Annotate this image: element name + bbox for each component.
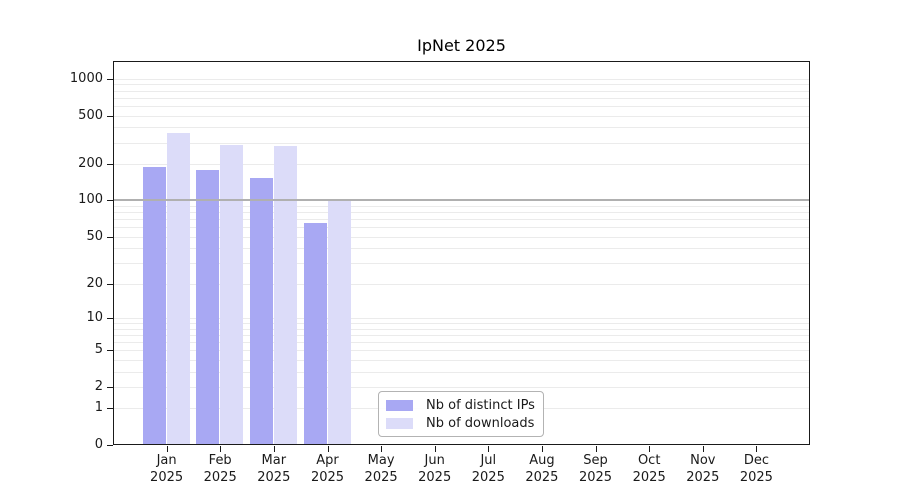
y-tick-label: 2 xyxy=(94,378,103,394)
x-tick-mark-jun xyxy=(434,446,436,452)
legend-label-distinct-ips: Nb of distinct IPs xyxy=(426,397,535,413)
y-tick-label: 1 xyxy=(94,400,103,416)
legend-swatch-downloads xyxy=(386,417,413,429)
y-tick-label: 5 xyxy=(94,342,103,357)
y-tick-mark-500 xyxy=(107,115,113,117)
x-tick-mark-mar xyxy=(273,446,275,452)
bar-nb-of-downloads-jan xyxy=(166,132,190,445)
y-tick-mark-5 xyxy=(107,350,113,351)
gridline-4 xyxy=(113,359,810,361)
gridline-30 xyxy=(113,263,810,264)
x-tick-label-sep: Sep 2025 xyxy=(578,453,613,485)
x-tick-label-may: May 2025 xyxy=(364,453,398,485)
x-tick-mark-dec xyxy=(756,446,758,452)
y-tick-label: 100 xyxy=(78,192,103,208)
gridline-1000 xyxy=(113,78,810,80)
x-tick-label-apr: Apr 2025 xyxy=(310,453,345,485)
gridline-10 xyxy=(113,317,810,319)
y-tick-label: 0 xyxy=(94,437,103,452)
bar-nb-of-downloads-mar xyxy=(273,146,297,445)
x-tick-mark-feb xyxy=(220,446,222,452)
gridline-500 xyxy=(113,115,810,117)
gridline-20 xyxy=(113,283,810,285)
gridline-600 xyxy=(113,105,810,107)
gridline-2 xyxy=(113,386,810,388)
chart-title: IpNet 2025 xyxy=(417,36,506,55)
bar-nb-of-downloads-apr xyxy=(327,200,351,445)
x-tick-label-jun: Jun 2025 xyxy=(418,453,452,485)
gridline-90 xyxy=(113,205,810,207)
legend-label-downloads: Nb of downloads xyxy=(426,415,535,431)
bar-nb-of-distinct-ips-jan xyxy=(142,166,166,445)
y-tick-mark-0 xyxy=(107,445,113,446)
legend-item-downloads: Nb of downloads xyxy=(379,414,543,432)
x-tick-label-aug: Aug 2025 xyxy=(525,453,559,485)
gridline-300 xyxy=(113,142,810,144)
x-tick-mark-may xyxy=(381,446,383,452)
x-tick-mark-apr xyxy=(327,446,329,452)
gridline-70 xyxy=(113,219,810,221)
y-tick-mark-200 xyxy=(107,163,113,165)
x-tick-mark-jul xyxy=(488,446,490,452)
legend-swatch-distinct-ips xyxy=(386,399,413,411)
x-tick-mark-jan xyxy=(166,446,168,452)
y-tick-label: 200 xyxy=(78,155,103,171)
gridline-6 xyxy=(113,341,810,343)
gridline-200 xyxy=(113,163,810,165)
y-tick-mark-2 xyxy=(107,386,113,388)
plot-area xyxy=(113,61,810,445)
gridline-80 xyxy=(113,212,810,214)
y-tick-label: 10 xyxy=(86,309,103,325)
reference-gridline-100 xyxy=(113,199,810,202)
y-tick-label: 50 xyxy=(86,228,103,244)
gridline-400 xyxy=(113,127,810,129)
y-tick-mark-10 xyxy=(107,317,113,319)
x-tick-mark-aug xyxy=(541,446,543,452)
gridline-3 xyxy=(113,371,810,373)
gridline-9 xyxy=(113,323,810,324)
x-tick-label-feb: Feb 2025 xyxy=(203,453,237,485)
bar-nb-of-distinct-ips-feb xyxy=(196,169,220,445)
gridline-50 xyxy=(113,236,810,238)
y-tick-mark-1000 xyxy=(107,78,113,80)
y-tick-mark-50 xyxy=(107,236,113,238)
y-tick-mark-100 xyxy=(107,200,113,202)
gridline-800 xyxy=(113,90,810,92)
gridline-8 xyxy=(113,328,810,330)
bar-nb-of-downloads-feb xyxy=(220,145,244,445)
y-tick-label: 20 xyxy=(86,275,103,291)
x-tick-mark-nov xyxy=(702,446,704,452)
gridline-700 xyxy=(113,97,810,99)
y-tick-mark-20 xyxy=(107,283,113,285)
gridline-5 xyxy=(113,350,810,351)
gridline-60 xyxy=(113,227,810,229)
gridline-40 xyxy=(113,248,810,250)
y-tick-label: 1000 xyxy=(69,70,103,86)
x-tick-mark-sep xyxy=(595,446,597,452)
x-tick-label-mar: Mar 2025 xyxy=(257,453,291,485)
y-tick-label: 500 xyxy=(78,107,103,123)
gridline-900 xyxy=(113,84,810,86)
legend: Nb of distinct IPs Nb of downloads xyxy=(378,391,544,437)
x-tick-label-oct: Oct 2025 xyxy=(632,453,666,485)
x-tick-label-dec: Dec 2025 xyxy=(739,453,773,485)
x-tick-label-jan: Jan 2025 xyxy=(150,453,184,485)
x-tick-label-jul: Jul 2025 xyxy=(471,453,505,485)
legend-item-distinct-ips: Nb of distinct IPs xyxy=(379,396,543,414)
x-tick-mark-oct xyxy=(649,446,651,452)
gridline-7 xyxy=(113,334,810,336)
bar-nb-of-distinct-ips-apr xyxy=(303,222,327,445)
bar-nb-of-distinct-ips-mar xyxy=(249,178,273,445)
x-tick-label-nov: Nov 2025 xyxy=(686,453,720,485)
y-tick-mark-1 xyxy=(107,408,113,410)
